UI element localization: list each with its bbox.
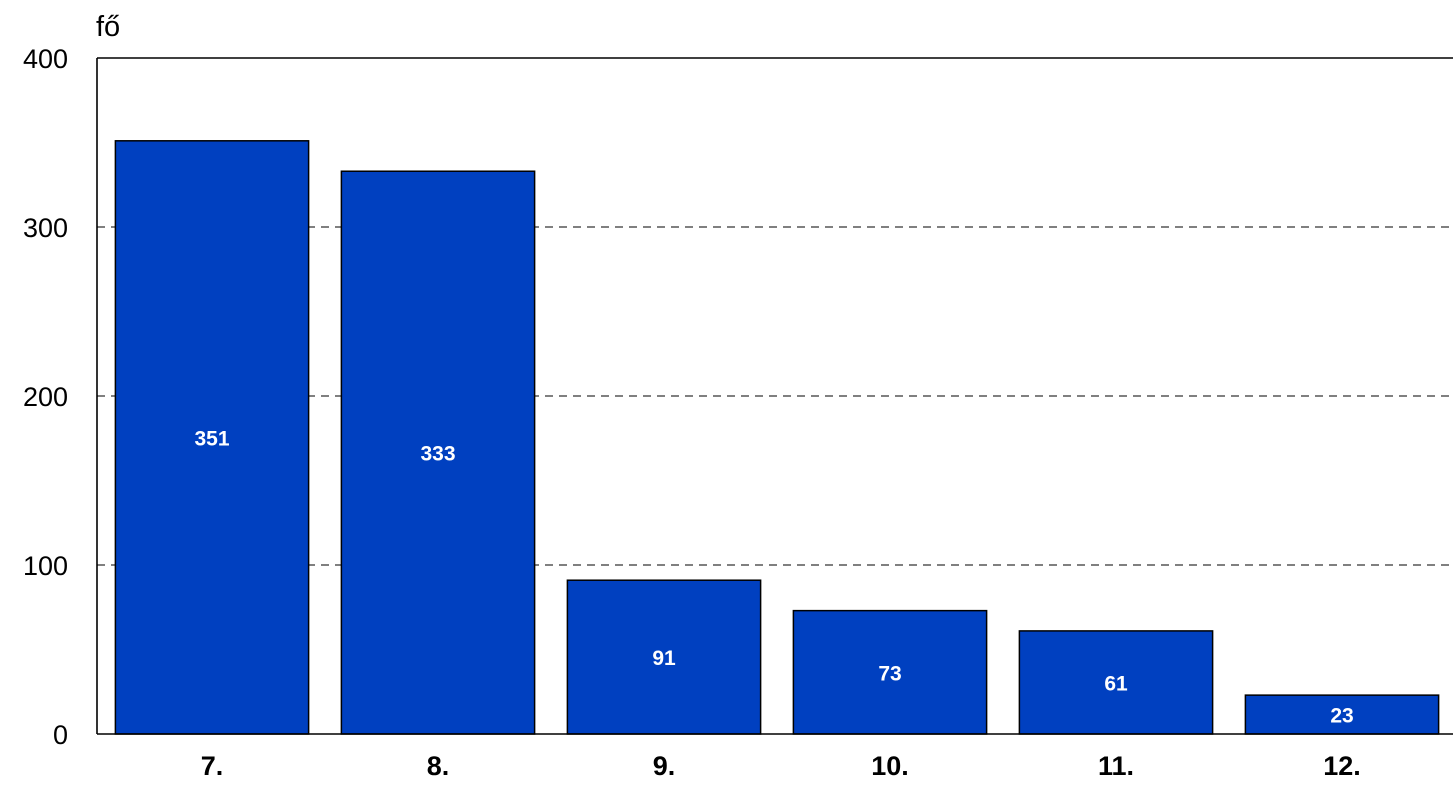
bars: [114, 140, 1440, 735]
axes: [96, 57, 1453, 735]
data-label-10: 73: [878, 662, 901, 685]
bar-11: [1018, 630, 1214, 735]
data-label-9: 91: [652, 647, 676, 670]
y-tick-label-100: 100: [23, 551, 68, 581]
x-tick-label-12: 12.: [1323, 751, 1361, 781]
x-tick-label-9: 9.: [653, 751, 676, 781]
x-tick-label-7: 7.: [201, 751, 224, 781]
y-tick-labels: 0 100 200 300 400: [23, 44, 68, 750]
y-tick-label-0: 0: [53, 720, 68, 750]
data-label-8: 333: [420, 443, 455, 466]
x-tick-label-11: 11.: [1098, 751, 1134, 781]
bar-9: [566, 579, 762, 735]
x-tick-label-10: 10.: [871, 751, 909, 781]
y-tick-label-300: 300: [23, 213, 68, 243]
bar-12: [1244, 694, 1440, 735]
bar-10: [792, 609, 988, 735]
data-label-12: 23: [1330, 705, 1353, 728]
y-tick-label-400: 400: [23, 44, 68, 74]
bar-8: [340, 170, 536, 735]
data-label-11: 61: [1104, 672, 1128, 695]
bar-7: [114, 140, 310, 735]
y-axis-unit-label: fő: [96, 11, 120, 43]
y-tick-label-200: 200: [23, 382, 68, 412]
x-tick-labels: 7. 8. 9. 10. 11. 12.: [201, 751, 1361, 781]
data-labels: 351 333 91 73 61 23: [194, 427, 1353, 727]
data-label-7: 351: [194, 427, 229, 450]
gridlines: [97, 226, 1453, 566]
x-tick-label-8: 8.: [427, 751, 450, 781]
